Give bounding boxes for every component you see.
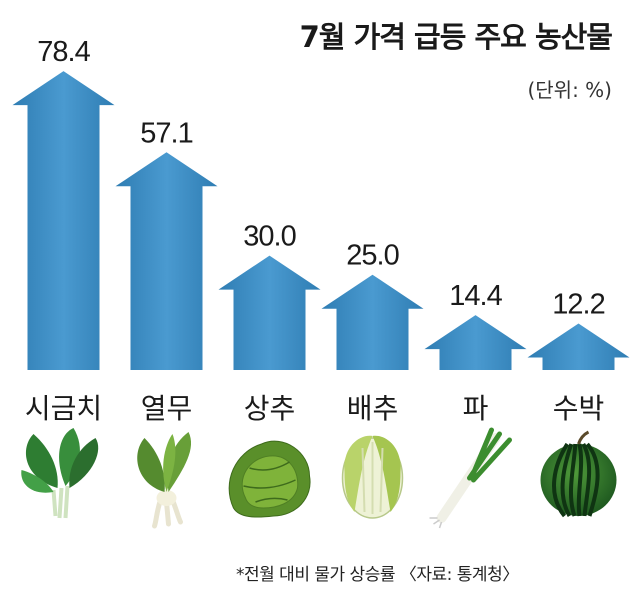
spinach-icon	[21, 428, 99, 519]
bar-arrow-0	[12, 71, 115, 370]
chart-title: 7월 가격 급등 주요 농산물	[299, 20, 613, 54]
category-label-0: 시금치	[25, 392, 102, 425]
value-label-4: 14.4	[449, 280, 502, 312]
watermelon-icon	[540, 430, 617, 518]
value-label-3: 25.0	[346, 240, 398, 272]
category-label-4: 파	[463, 392, 489, 425]
unit-label: (단위: %)	[527, 78, 612, 102]
category-label-1: 열무	[141, 392, 193, 425]
young-radish-icon	[137, 432, 192, 529]
value-label-1: 57.1	[140, 117, 192, 149]
napa-cabbage-icon	[341, 435, 404, 519]
footnote: *전월 대비 물가 상승률 〈자료: 통계청〉	[236, 565, 519, 585]
bar-arrow-1	[115, 152, 218, 370]
category-label-2: 상추	[244, 392, 296, 425]
category-label-5: 수박	[553, 392, 605, 425]
value-label-2: 30.0	[243, 221, 295, 253]
value-label-0: 78.4	[37, 36, 90, 68]
green-onion-icon	[429, 427, 512, 529]
bar-arrow-5	[527, 323, 630, 370]
lettuce-icon	[228, 440, 311, 518]
bar-arrow-2	[218, 255, 321, 370]
value-label-5: 12.2	[552, 288, 604, 320]
bar-arrow-4	[424, 315, 527, 370]
bar-arrow-3	[321, 274, 424, 370]
category-label-3: 배추	[347, 392, 399, 425]
